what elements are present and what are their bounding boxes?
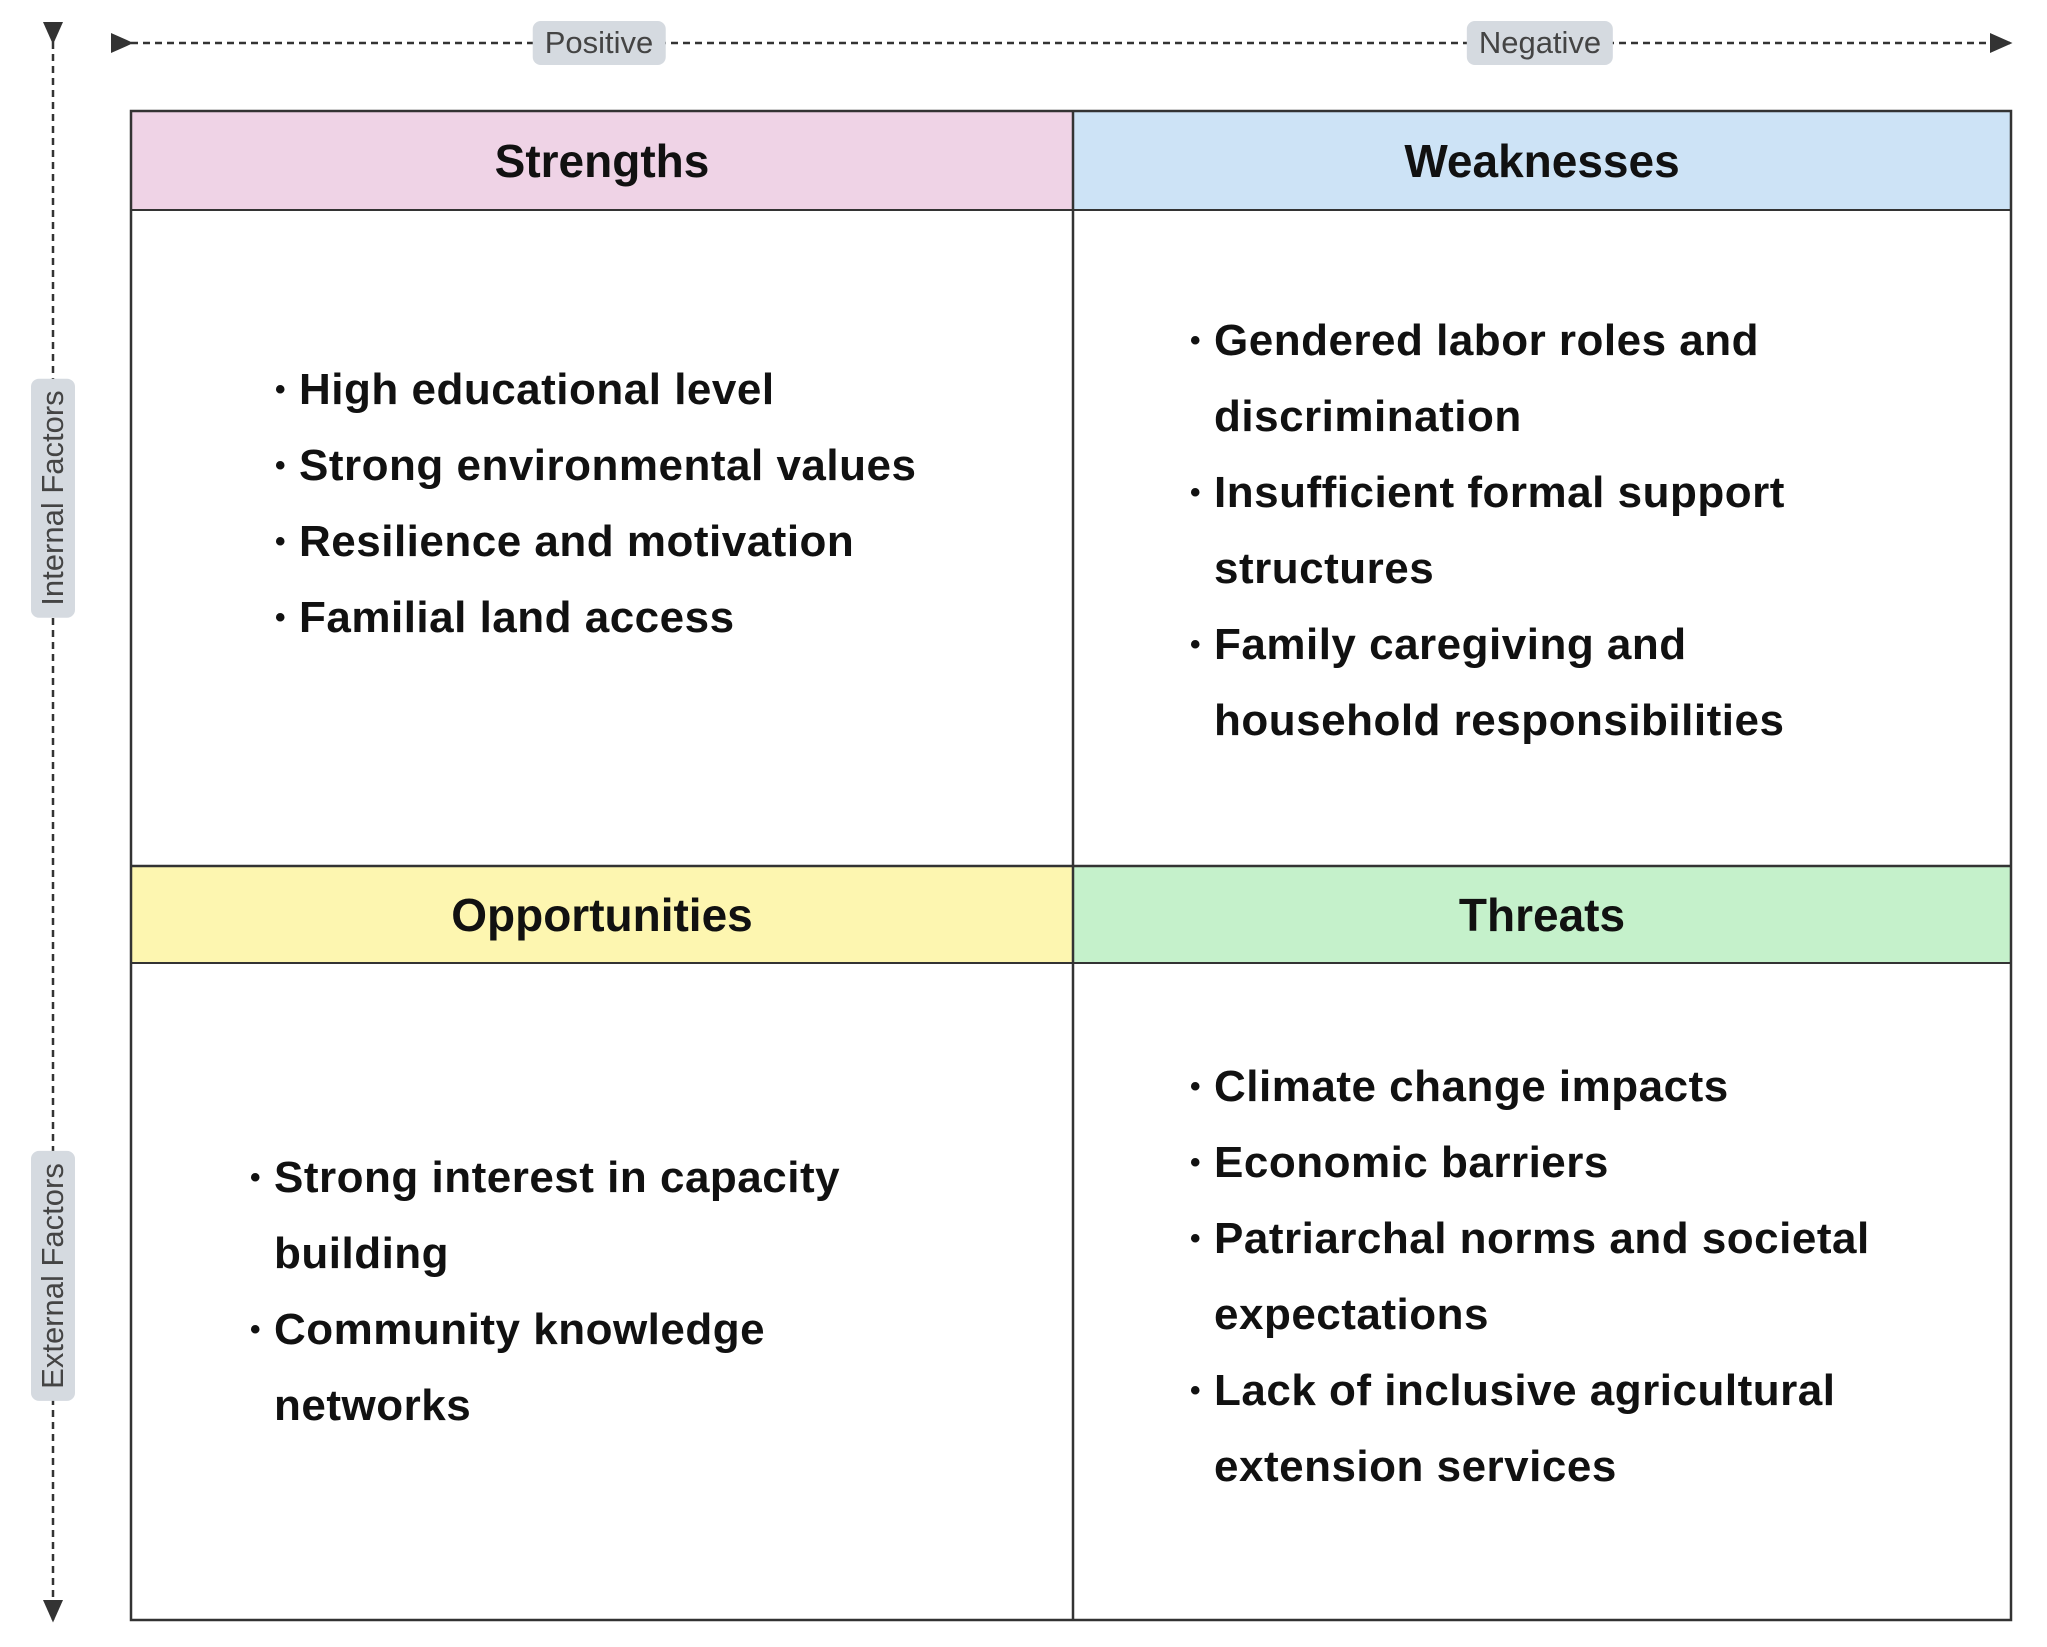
item-text: Patriarchal norms and societal xyxy=(1214,1214,1870,1263)
quadrant-title: Threats xyxy=(1458,888,1626,941)
list-item: Strong interest in capacity building xyxy=(250,1140,841,1292)
item-list: High educational level Strong environment… xyxy=(275,352,917,656)
item-list: Climate change impacts Economic barriers P… xyxy=(1190,1049,1870,1505)
quadrant-title: Strengths xyxy=(494,134,710,187)
item-list: Strong interest in capacity building Commu… xyxy=(250,1140,841,1444)
opportunities-header-bg xyxy=(131,866,1073,963)
list-item: Patriarchal norms and societal expectatio… xyxy=(1190,1201,1870,1353)
strengths-header-bg xyxy=(131,111,1073,210)
list-item: Insufficient formal support structures xyxy=(1190,455,1785,607)
item-text: Familial land access xyxy=(299,593,735,642)
item-text: Insufficient formal support xyxy=(1214,468,1785,517)
item-list: Gendered labor roles and discrimination In… xyxy=(1190,303,1785,759)
list-item: Lack of inclusive agricultural extension … xyxy=(1190,1353,1870,1505)
list-item: Family caregiving and household responsib… xyxy=(1190,607,1785,759)
axis-label: Negative xyxy=(1466,21,1614,65)
item-text: household responsibilities xyxy=(1214,696,1785,745)
item-text: discrimination xyxy=(1214,392,1522,441)
item-text: Climate change impacts xyxy=(1214,1062,1729,1111)
threats-header-bg xyxy=(1073,866,2011,963)
item-text: Resilience and motivation xyxy=(299,517,855,566)
list-item: High educational level xyxy=(275,352,916,428)
list-item: Community knowledge networks xyxy=(250,1292,840,1444)
axis-label: Positive xyxy=(532,21,666,65)
item-text: Strong interest in capacity xyxy=(274,1153,841,1202)
item-text: Economic barriers xyxy=(1214,1138,1609,1187)
list-item: Climate change impacts xyxy=(1190,1049,1870,1125)
item-text: Community knowledge xyxy=(274,1305,766,1354)
list-item: Gendered labor roles and discrimination xyxy=(1190,303,1785,455)
list-item: Familial land access xyxy=(275,580,916,656)
item-text: High educational level xyxy=(299,365,775,414)
item-text: Strong environmental values xyxy=(299,441,917,490)
item-text: Gendered labor roles and xyxy=(1214,316,1760,365)
item-text: Lack of inclusive agricultural xyxy=(1214,1366,1836,1415)
quadrant-title: Opportunities xyxy=(451,888,753,941)
item-text: expectations xyxy=(1214,1290,1489,1339)
list-item: Economic barriers xyxy=(1190,1125,1870,1201)
axis-label: Internal Factors xyxy=(31,378,75,618)
item-text: structures xyxy=(1214,544,1435,593)
list-item: Resilience and motivation xyxy=(275,504,916,580)
list-item: Strong environmental values xyxy=(275,428,917,504)
item-text: extension services xyxy=(1214,1442,1617,1491)
item-text: networks xyxy=(274,1381,472,1430)
item-text: building xyxy=(274,1229,450,1278)
weaknesses-header-bg xyxy=(1073,111,2011,210)
item-text: Family caregiving and xyxy=(1214,620,1687,669)
quadrant-title: Weaknesses xyxy=(1404,134,1680,187)
axis-label: External Factors xyxy=(31,1151,75,1401)
